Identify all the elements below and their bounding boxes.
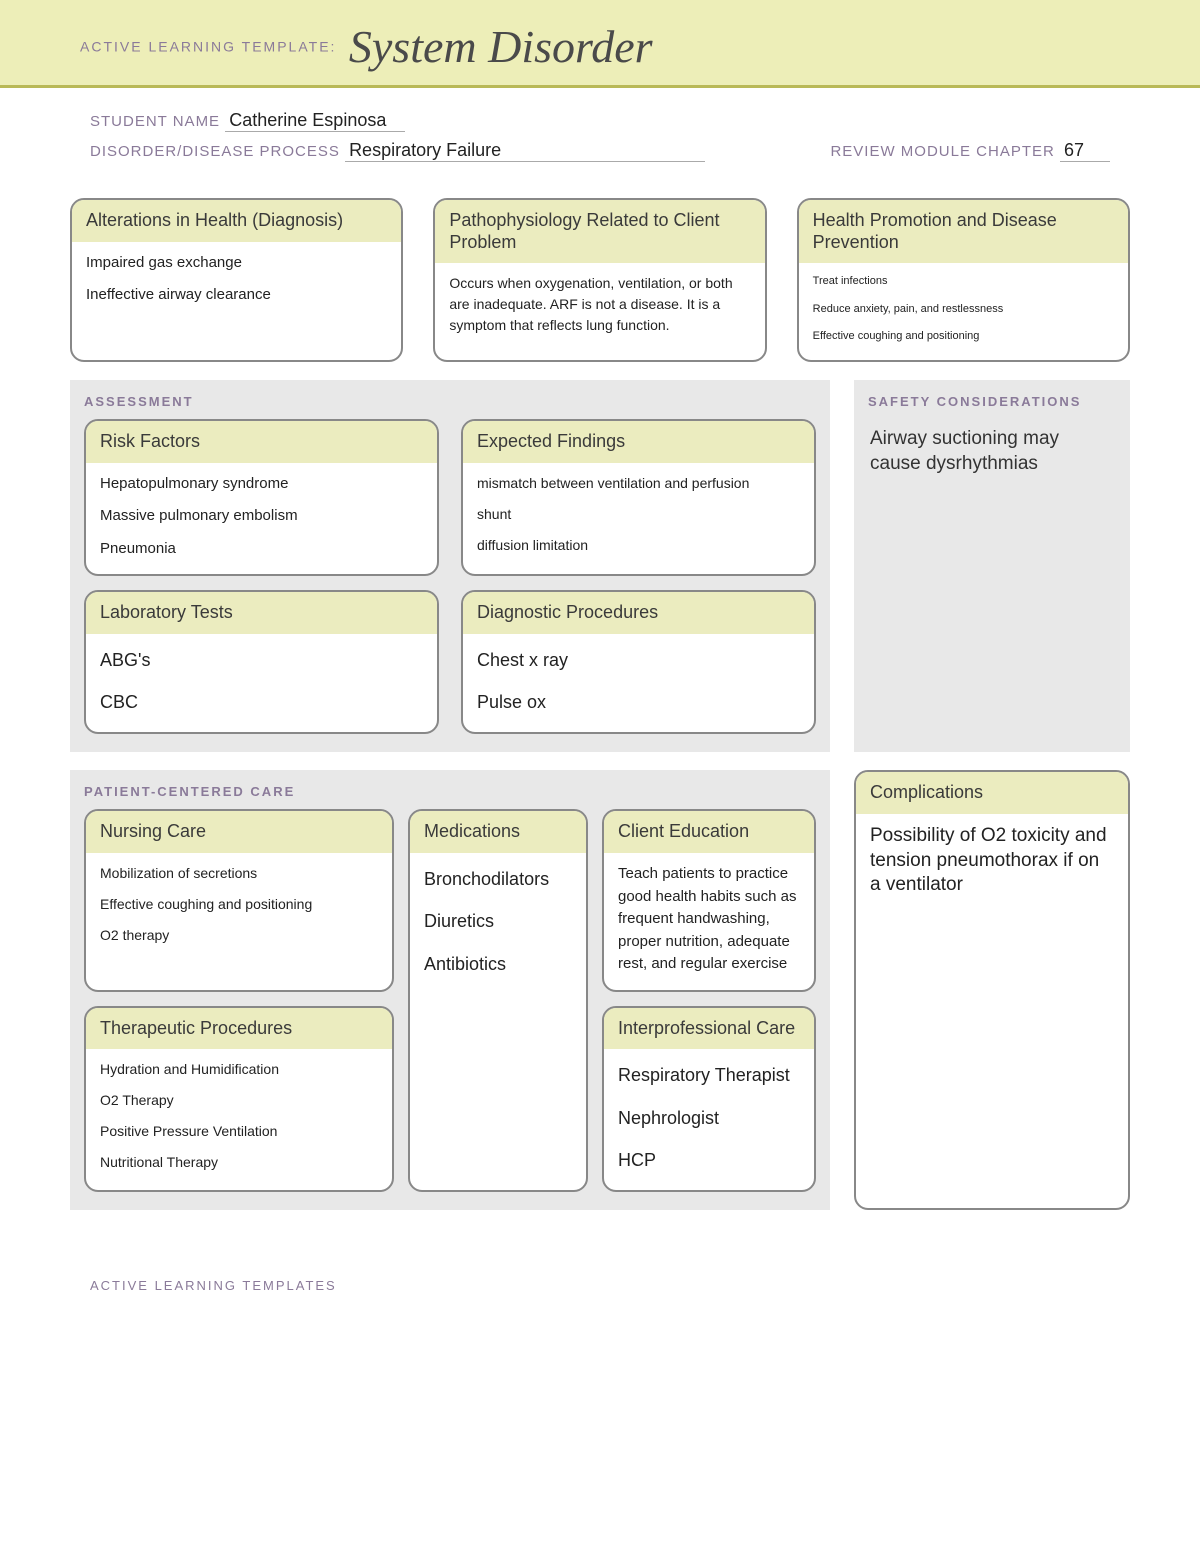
card-head: Alterations in Health (Diagnosis) [72, 200, 401, 242]
card-body: Respiratory Therapist Nephrologist HCP [604, 1049, 814, 1190]
section-label: SAFETY CONSIDERATIONS [868, 394, 1116, 411]
card-risk: Risk Factors Hepatopulmonary syndrome Ma… [84, 419, 439, 576]
card-head: Risk Factors [86, 421, 437, 463]
card-body: Mobilization of secretions Effective cou… [86, 853, 392, 960]
card-body: Possibility of O2 toxicity and tension p… [856, 814, 1128, 912]
section-label: PATIENT-CENTERED CARE [84, 784, 816, 799]
card-labs: Laboratory Tests ABG's CBC [84, 590, 439, 734]
card-head: Client Education [604, 811, 814, 853]
card-body: Bronchodilators Diuretics Antibiotics [410, 853, 586, 994]
card-diag: Diagnostic Procedures Chest x ray Pulse … [461, 590, 816, 734]
card-body: Occurs when oxygenation, ventilation, or… [435, 263, 764, 350]
card-inter: Interprofessional Care Respiratory Thera… [602, 1006, 816, 1193]
line: Effective coughing and positioning [813, 328, 1114, 346]
line: ABG's [100, 644, 423, 676]
line: Pneumonia [100, 538, 423, 561]
top-row: Alterations in Health (Diagnosis) Impair… [70, 198, 1130, 362]
safety-body: Airway suctioning may cause dysrhythmias [868, 421, 1116, 482]
card-head: Pathophysiology Related to Client Proble… [435, 200, 764, 263]
template-prefix: ACTIVE LEARNING TEMPLATE: [80, 39, 336, 55]
card-nursing: Nursing Care Mobilization of secretions … [84, 809, 394, 991]
card-head: Laboratory Tests [86, 592, 437, 634]
line: Diuretics [424, 905, 572, 937]
line: Respiratory Therapist [618, 1059, 800, 1091]
card-head: Medications [410, 811, 586, 853]
chapter-label: REVIEW MODULE CHAPTER [830, 143, 1054, 160]
info-block: STUDENT NAME Catherine Espinosa DISORDER… [0, 88, 1200, 188]
line: Mobilization of secretions [100, 863, 378, 884]
line: CBC [100, 686, 423, 718]
line: O2 therapy [100, 925, 378, 946]
line: HCP [618, 1144, 800, 1176]
card-body: Treat infections Reduce anxiety, pain, a… [799, 263, 1128, 360]
student-label: STUDENT NAME [90, 113, 220, 130]
card-meds: Medications Bronchodilators Diuretics An… [408, 809, 588, 1192]
section-label: ASSESSMENT [84, 394, 816, 409]
line: O2 Therapy [100, 1090, 378, 1111]
line: shunt [477, 504, 800, 525]
line: Hepatopulmonary syndrome [100, 473, 423, 496]
card-body: Hepatopulmonary syndrome Massive pulmona… [86, 463, 437, 575]
line: Nephrologist [618, 1102, 800, 1134]
footer: ACTIVE LEARNING TEMPLATES [0, 1248, 1200, 1343]
disorder-line: DISORDER/DISEASE PROCESS Respiratory Fai… [90, 140, 1110, 162]
disorder-label: DISORDER/DISEASE PROCESS [90, 143, 340, 160]
card-complications: Complications Possibility of O2 toxicity… [854, 770, 1130, 1210]
line: Hydration and Humidification [100, 1059, 378, 1080]
line: Impaired gas exchange [86, 252, 387, 275]
section-pcc: PATIENT-CENTERED CARE Nursing Care Mobil… [70, 770, 830, 1210]
card-patho: Pathophysiology Related to Client Proble… [433, 198, 766, 362]
card-head: Health Promotion and Disease Prevention [799, 200, 1128, 263]
card-ther: Therapeutic Procedures Hydration and Hum… [84, 1006, 394, 1193]
header-band: ACTIVE LEARNING TEMPLATE: System Disorde… [0, 0, 1200, 88]
card-body: Impaired gas exchange Ineffective airway… [72, 242, 401, 321]
card-edu: Client Education Teach patients to pract… [602, 809, 816, 991]
line: mismatch between ventilation and perfusi… [477, 473, 800, 494]
section-safety: SAFETY CONSIDERATIONS Airway suctioning … [854, 380, 1130, 752]
line: Nutritional Therapy [100, 1152, 378, 1173]
card-head: Expected Findings [463, 421, 814, 463]
card-head: Diagnostic Procedures [463, 592, 814, 634]
chapter-value: 67 [1060, 140, 1110, 162]
card-head: Complications [856, 772, 1128, 814]
card-alterations: Alterations in Health (Diagnosis) Impair… [70, 198, 403, 362]
line: diffusion limitation [477, 535, 800, 556]
line: Chest x ray [477, 644, 800, 676]
card-promo: Health Promotion and Disease Prevention … [797, 198, 1130, 362]
right-safety-col: SAFETY CONSIDERATIONS Airway suctioning … [854, 380, 1130, 752]
content: Alterations in Health (Diagnosis) Impair… [0, 188, 1200, 1248]
line: Effective coughing and positioning [100, 894, 378, 915]
student-value: Catherine Espinosa [225, 110, 405, 132]
card-body: Chest x ray Pulse ox [463, 634, 814, 733]
card-head: Interprofessional Care [604, 1008, 814, 1050]
card-body: Hydration and Humidification O2 Therapy … [86, 1049, 392, 1187]
disorder-value: Respiratory Failure [345, 140, 705, 162]
row-pcc-comp: PATIENT-CENTERED CARE Nursing Care Mobil… [70, 770, 1130, 1210]
card-head: Nursing Care [86, 811, 392, 853]
template-title: System Disorder [349, 21, 653, 72]
line: Bronchodilators [424, 863, 572, 895]
line: Treat infections [813, 273, 1114, 291]
line: Pulse ox [477, 686, 800, 718]
card-body: Teach patients to practice good health h… [604, 853, 814, 990]
row-assessment-safety: ASSESSMENT Risk Factors Hepatopulmonary … [70, 380, 1130, 752]
line: Ineffective airway clearance [86, 284, 387, 307]
line: Massive pulmonary embolism [100, 505, 423, 528]
student-line: STUDENT NAME Catherine Espinosa [90, 110, 1110, 132]
line: Positive Pressure Ventilation [100, 1121, 378, 1142]
section-assessment: ASSESSMENT Risk Factors Hepatopulmonary … [70, 380, 830, 752]
card-body: mismatch between ventilation and perfusi… [463, 463, 814, 570]
card-body: ABG's CBC [86, 634, 437, 733]
card-head: Therapeutic Procedures [86, 1008, 392, 1050]
line: Antibiotics [424, 948, 572, 980]
right-comp-col: Complications Possibility of O2 toxicity… [854, 770, 1130, 1210]
card-findings: Expected Findings mismatch between venti… [461, 419, 816, 576]
line: Reduce anxiety, pain, and restlessness [813, 301, 1114, 319]
